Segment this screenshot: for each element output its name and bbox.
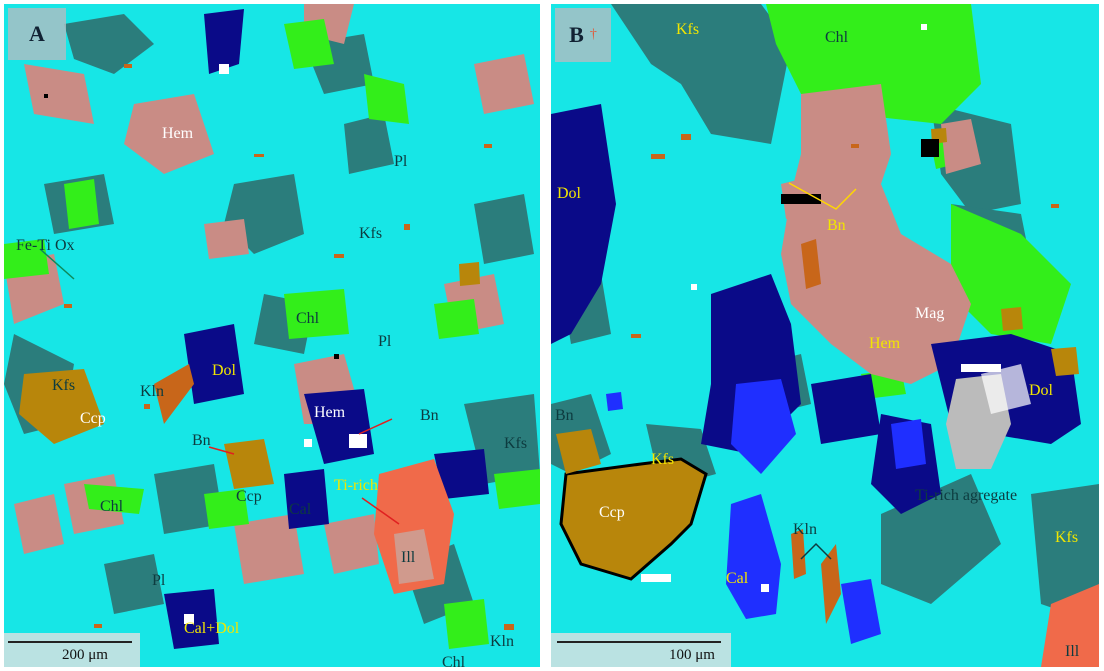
panel-b-mineral-map: B † Kfs Chl Dol Bn Mag Hem Dol Bn Kfs Ti… — [551, 4, 1099, 667]
panel-a-mineral-map: A Hem Pl Kfs Fe-Ti Ox Chl Pl Kfs Kln Dol… — [4, 4, 540, 667]
void-and-white-pixels — [44, 64, 367, 624]
label-ti-rich-aggregate: Ti-rich agregate — [915, 487, 1018, 504]
label-chl: Chl — [442, 654, 466, 668]
label-kfs: Kfs — [52, 377, 76, 394]
label-cal: Cal — [726, 570, 749, 587]
label-ccp: Ccp — [80, 410, 106, 427]
label-kfs: Kfs — [359, 225, 383, 242]
chalcopyrite-grains — [556, 128, 1079, 581]
label-bn: Bn — [420, 407, 439, 424]
label-pl: Pl — [152, 572, 166, 589]
label-dol: Dol — [212, 362, 236, 379]
label-bn: Bn — [827, 217, 846, 234]
label-ccp: Ccp — [599, 504, 625, 521]
label-hem: Hem — [869, 335, 901, 352]
label-bn: Bn — [192, 432, 211, 449]
scale-bar-line — [8, 641, 132, 643]
label-bn: Bn — [555, 407, 574, 424]
annotation-lines — [39, 248, 400, 525]
label-kfs: Kfs — [651, 451, 675, 468]
scale-bar: 200 μm — [4, 633, 140, 667]
k-feldspar-grains — [4, 14, 540, 624]
label-ill: Ill — [1065, 643, 1080, 660]
label-dol: Dol — [557, 185, 581, 202]
ti-rich-aggregate — [946, 364, 1031, 469]
label-kfs: Kfs — [1055, 529, 1079, 546]
label-ti-rich: Ti-rich — [334, 477, 378, 494]
chlorite-grains — [4, 19, 540, 649]
panel-b-tag-mark: † — [589, 27, 597, 42]
label-ill: Ill — [401, 549, 416, 566]
label-chl: Chl — [296, 310, 320, 327]
label-mag: Mag — [915, 305, 945, 322]
scale-bar-label: 200 μm — [62, 647, 108, 663]
panel-b-letter: B — [569, 22, 584, 47]
panel-a-tag: A — [8, 8, 66, 60]
annotation-lines — [788, 182, 857, 560]
panel-a-map-image — [4, 4, 540, 667]
magnetite-hematite-grain — [781, 84, 981, 384]
label-pl: Pl — [394, 153, 408, 170]
illite-grains — [1041, 584, 1099, 667]
hematite-grains — [4, 4, 534, 584]
label-kln: Kln — [490, 633, 514, 650]
label-chl: Chl — [825, 29, 849, 46]
oxide-flecks — [64, 64, 514, 630]
label-fe-ti-ox: Fe-Ti Ox — [16, 237, 75, 254]
scale-bar: 100 μm — [551, 633, 731, 667]
panel-a-letter: A — [29, 21, 45, 46]
scale-bar-line — [557, 641, 721, 643]
label-pl: Pl — [378, 333, 392, 350]
illite-ti-rich-aggregate — [374, 459, 454, 594]
chalcopyrite-grains — [19, 262, 480, 489]
panel-b-tag: B † — [555, 8, 611, 62]
panel-b-map-image — [551, 4, 1099, 667]
label-kfs: Kfs — [504, 435, 528, 452]
label-kln: Kln — [140, 383, 164, 400]
oxide-flecks — [631, 134, 1059, 624]
label-hem: Hem — [162, 125, 194, 142]
label-hem: Hem — [314, 404, 346, 421]
label-cal: Cal — [289, 501, 312, 518]
label-cal-dol: Cal+Dol — [184, 620, 240, 637]
scale-bar-label: 100 μm — [669, 647, 715, 663]
label-kfs: Kfs — [676, 21, 700, 38]
label-dol: Dol — [1029, 382, 1053, 399]
label-ccp: Ccp — [236, 488, 262, 505]
label-chl: Chl — [100, 498, 124, 515]
void-and-white-pixels — [641, 24, 1001, 592]
label-kln: Kln — [793, 521, 817, 538]
